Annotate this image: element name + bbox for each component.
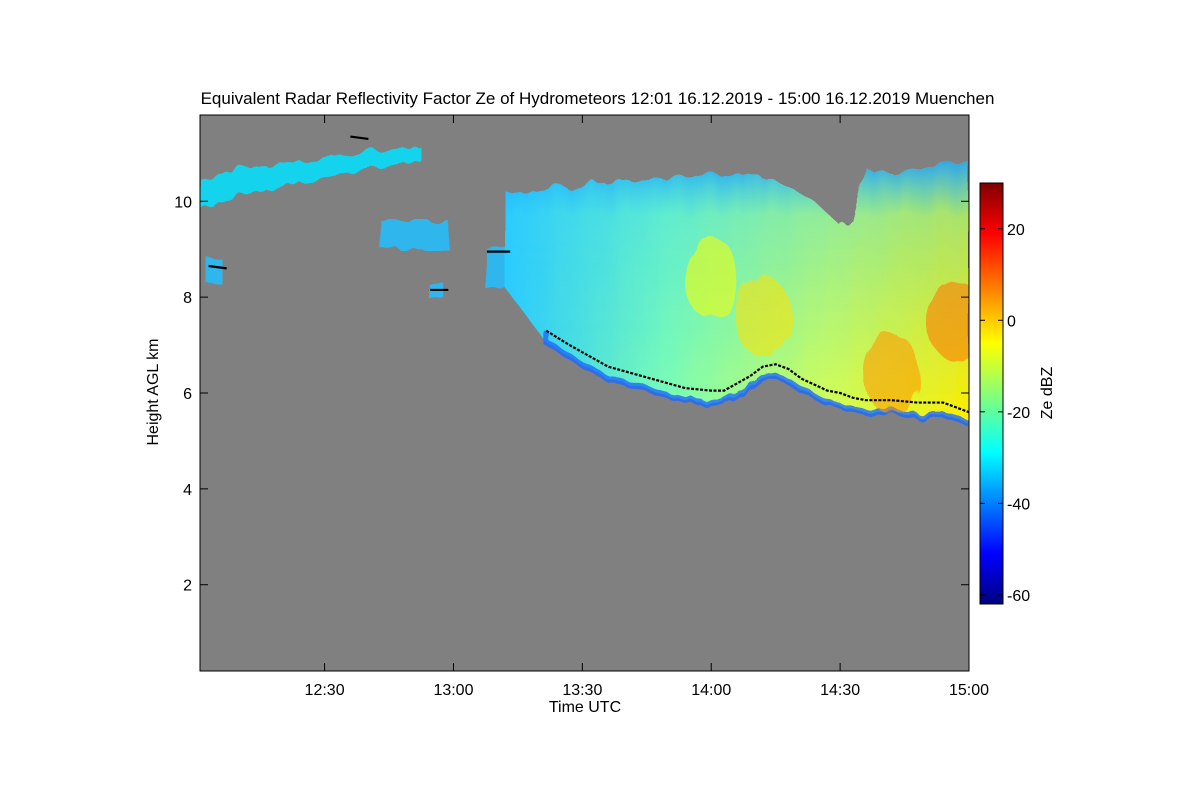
y-tick-label: 4: [183, 482, 192, 499]
y-tick-label: 6: [183, 386, 192, 403]
upper-cirrus-band: [200, 146, 420, 209]
cloud-base-rim: [543, 330, 969, 427]
x-tick-label: 13:00: [433, 682, 473, 699]
y-tick-label: 10: [174, 194, 192, 211]
colorbar-tick-label: 0: [1007, 313, 1016, 330]
isolated-echo: [484, 246, 506, 288]
reflectivity-core: [734, 276, 791, 357]
y-tick-label: 8: [183, 290, 192, 307]
x-tick-label: 14:30: [820, 682, 860, 699]
x-tick-label: 15:00: [949, 682, 989, 699]
colorbar: [979, 182, 1004, 605]
colorbar-ticks: -60 -40 -20 0 20: [980, 222, 1030, 605]
x-tick-label: 14:00: [691, 682, 731, 699]
reflectivity-core: [683, 237, 740, 318]
x-tick-label: 12:30: [305, 682, 345, 699]
chart-title: Equivalent Radar Reflectivity Factor Ze …: [200, 89, 995, 108]
x-axis-label: Time UTC: [549, 699, 621, 716]
x-axis: 12:30 13:00 13:30 14:00 14:30 15:00: [305, 115, 989, 699]
reflectivity-core: [863, 333, 920, 414]
reflectivity-core: [928, 281, 969, 362]
y-axis: 2 4 6 8 10: [174, 194, 969, 595]
isolated-echo: [206, 256, 222, 283]
cloud-base-line: [545, 329, 969, 414]
x-tick-label: 13:30: [562, 682, 602, 699]
colorbar-tick-label: 20: [1007, 222, 1025, 239]
reflectivity-field: [200, 135, 969, 427]
y-axis-label: Height AGL km: [145, 338, 162, 445]
colorbar-tick-label: -20: [1007, 405, 1030, 422]
colorbar-tick-label: -40: [1007, 496, 1030, 513]
colorbar-tick-label: -60: [1007, 588, 1030, 605]
cloud-layer-segment: [350, 135, 369, 141]
colorbar-label: Ze dBZ: [1039, 367, 1056, 420]
y-tick-label: 2: [183, 578, 192, 595]
isolated-echo: [381, 220, 449, 250]
cloud-layer-segment: [208, 264, 227, 270]
